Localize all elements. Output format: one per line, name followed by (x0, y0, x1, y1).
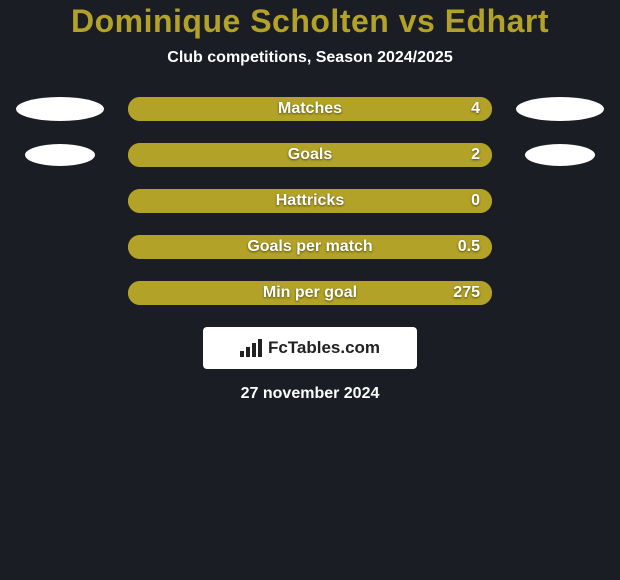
metric-label: Min per goal (263, 284, 357, 302)
player1-name: Dominique Scholten (71, 3, 389, 39)
right-pill-slot (510, 97, 610, 121)
metric-row: Matches 4 (10, 97, 610, 121)
metric-bar: Min per goal 275 (128, 281, 492, 305)
subtitle: Club competitions, Season 2024/2025 (0, 49, 620, 67)
metric-value: 275 (453, 284, 480, 302)
metric-row: Goals 2 (10, 143, 610, 167)
metric-label: Matches (278, 100, 342, 118)
left-pill (16, 97, 104, 121)
left-pill-slot (10, 97, 110, 121)
metric-label: Hattricks (276, 192, 344, 210)
player2-name: Edhart (445, 3, 549, 39)
page-title: Dominique Scholten vs Edhart (0, 0, 620, 39)
metric-bar: Hattricks 0 (128, 189, 492, 213)
metric-row: Min per goal 275 (10, 281, 610, 305)
date-line: 27 november 2024 (0, 385, 620, 403)
branding-text: FcTables.com (268, 338, 380, 358)
metric-value: 2 (471, 146, 480, 164)
metric-value: 0 (471, 192, 480, 210)
metric-bar: Matches 4 (128, 97, 492, 121)
metric-bar: Goals per match 0.5 (128, 235, 492, 259)
branding-badge: FcTables.com (203, 327, 417, 369)
right-pill (516, 97, 604, 121)
metric-row: Hattricks 0 (10, 189, 610, 213)
vs-separator: vs (399, 3, 445, 39)
metric-label: Goals (288, 146, 332, 164)
metrics-list: Matches 4 Goals 2 Hattricks 0 Goals per match 0… (0, 97, 620, 305)
left-pill-slot (10, 144, 110, 166)
right-pill-slot (510, 144, 610, 166)
left-pill (25, 144, 95, 166)
branding-icon (240, 339, 262, 357)
metric-value: 0.5 (458, 238, 480, 256)
metric-row: Goals per match 0.5 (10, 235, 610, 259)
metric-value: 4 (471, 100, 480, 118)
metric-label: Goals per match (247, 238, 372, 256)
right-pill (525, 144, 595, 166)
metric-bar: Goals 2 (128, 143, 492, 167)
